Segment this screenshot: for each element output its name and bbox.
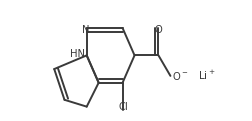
Text: Cl: Cl	[118, 102, 128, 112]
Text: HN: HN	[70, 49, 85, 59]
Text: O$^-$: O$^-$	[172, 70, 188, 82]
Text: O: O	[154, 25, 162, 35]
Text: N: N	[82, 26, 90, 35]
Text: Li$^+$: Li$^+$	[198, 69, 215, 82]
